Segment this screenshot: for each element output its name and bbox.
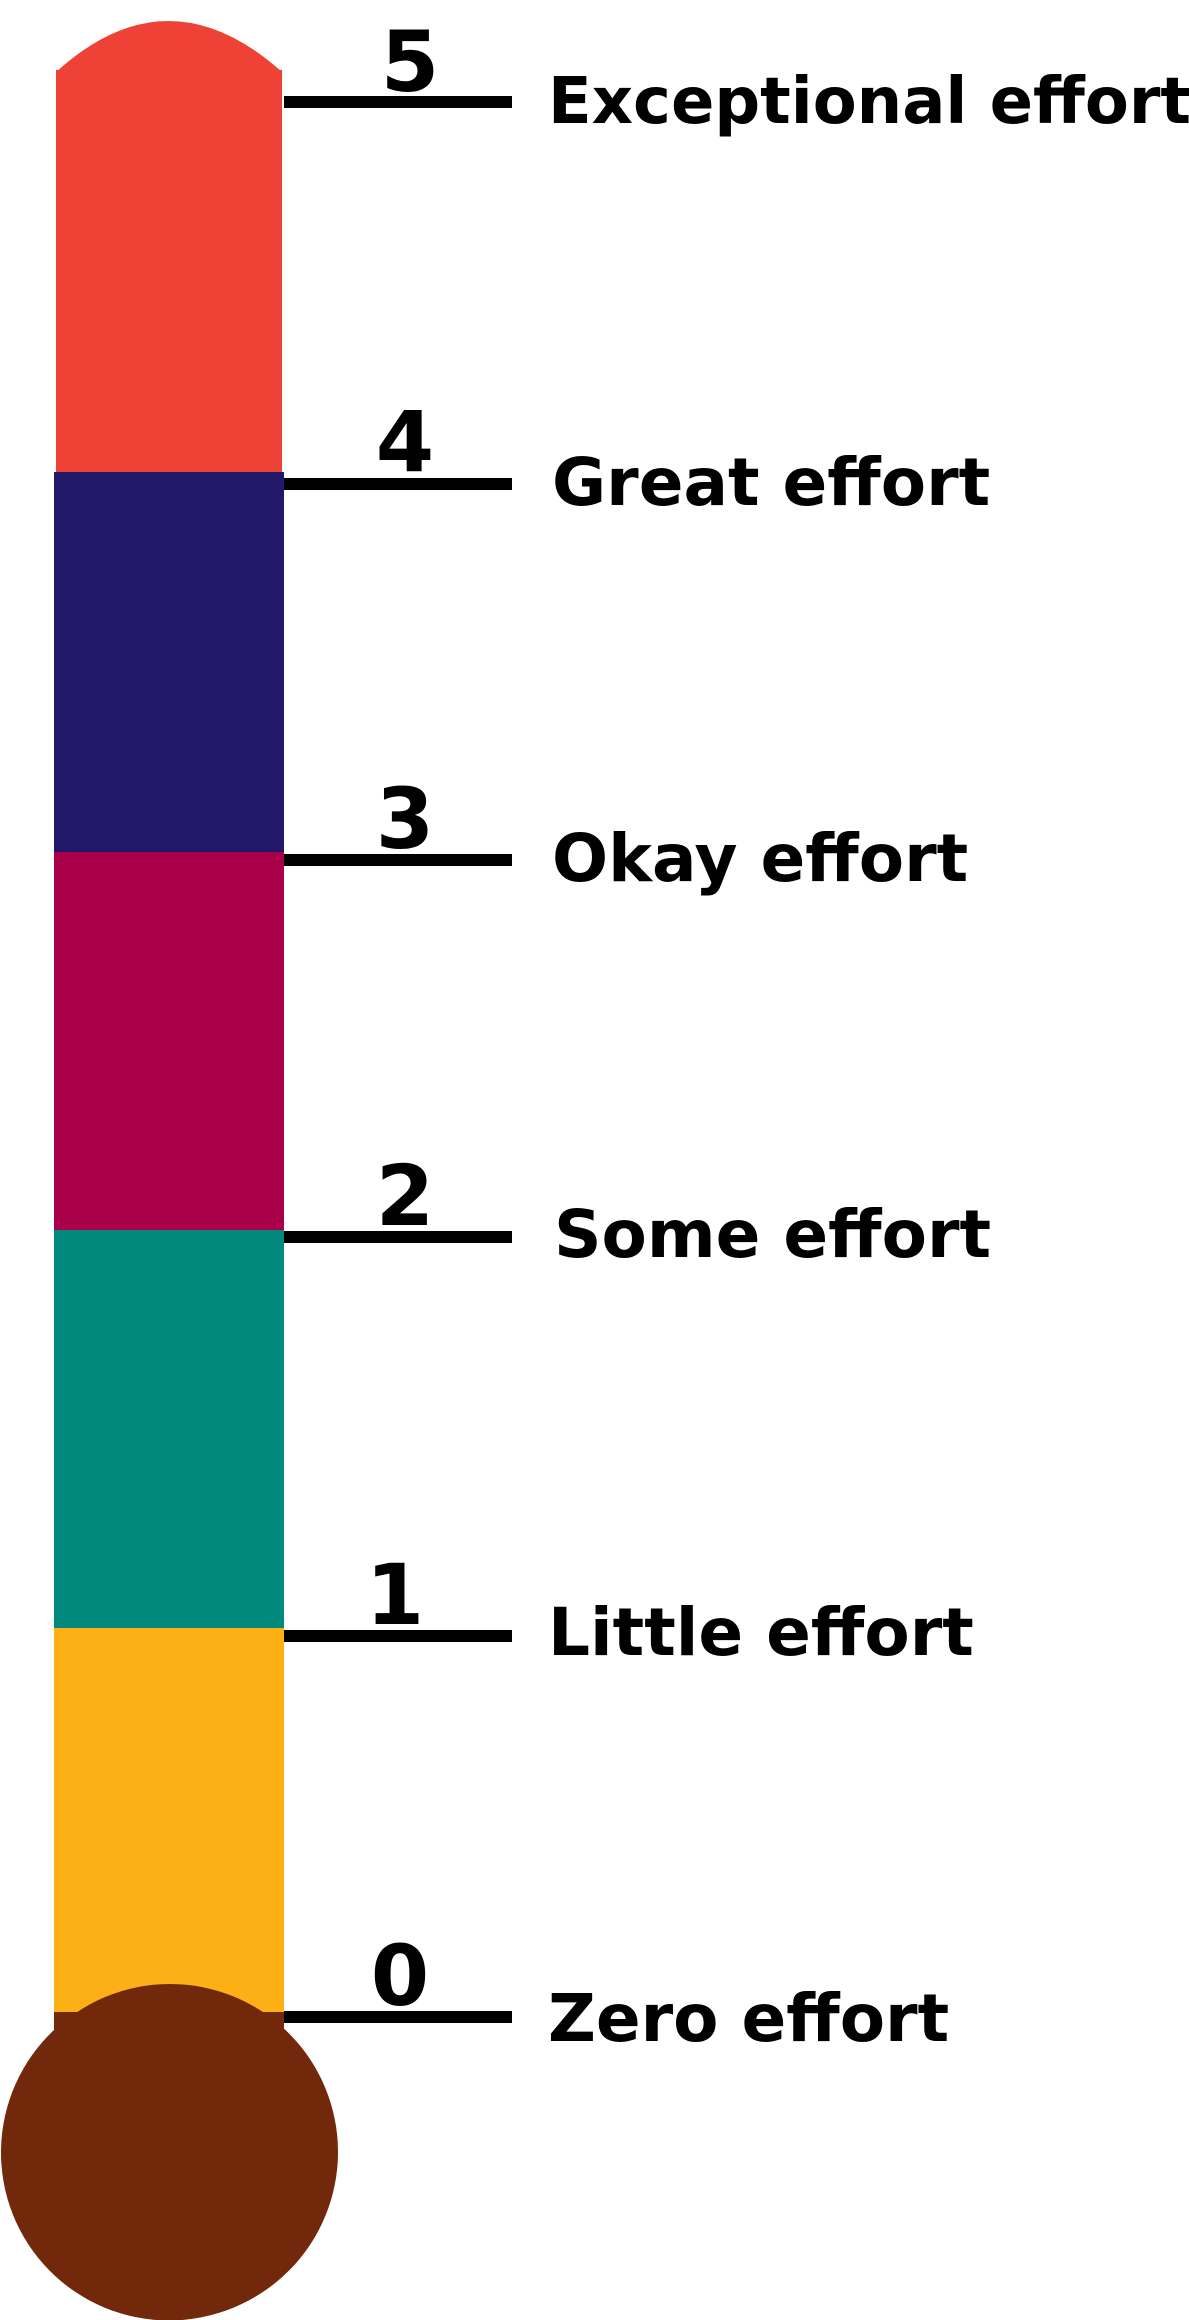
- level-label-3: Okay effort: [552, 820, 969, 897]
- level-number-2: 2: [375, 1147, 435, 1245]
- level-number-5: 5: [380, 13, 440, 111]
- level-label-1: Little effort: [548, 1594, 974, 1671]
- level-label-2: Some effort: [554, 1196, 992, 1273]
- tick-line-0: [284, 2011, 512, 2023]
- segment-level-5: [56, 70, 282, 474]
- level-number-0: 0: [370, 1927, 430, 2025]
- tick-line-4: [284, 478, 512, 490]
- level-label-5: Exceptional effort: [548, 65, 1189, 139]
- level-number-1: 1: [365, 1546, 425, 1644]
- segment-level-2: [54, 1230, 284, 1630]
- level-number-3: 3: [375, 770, 435, 868]
- level-label-4: Great effort: [552, 444, 991, 521]
- tick-line-2: [284, 1231, 512, 1243]
- tick-line-1: [284, 1630, 512, 1642]
- tick-line-3: [284, 854, 512, 866]
- level-number-4: 4: [375, 393, 435, 491]
- segment-level-1: [54, 1628, 284, 2013]
- thermometer-bulb-round: [2, 1984, 338, 2320]
- segment-level-3: [54, 852, 284, 1232]
- segment-level-4: [54, 472, 284, 854]
- level-label-0: Zero effort: [548, 1980, 950, 2057]
- tick-line-5: [284, 96, 512, 108]
